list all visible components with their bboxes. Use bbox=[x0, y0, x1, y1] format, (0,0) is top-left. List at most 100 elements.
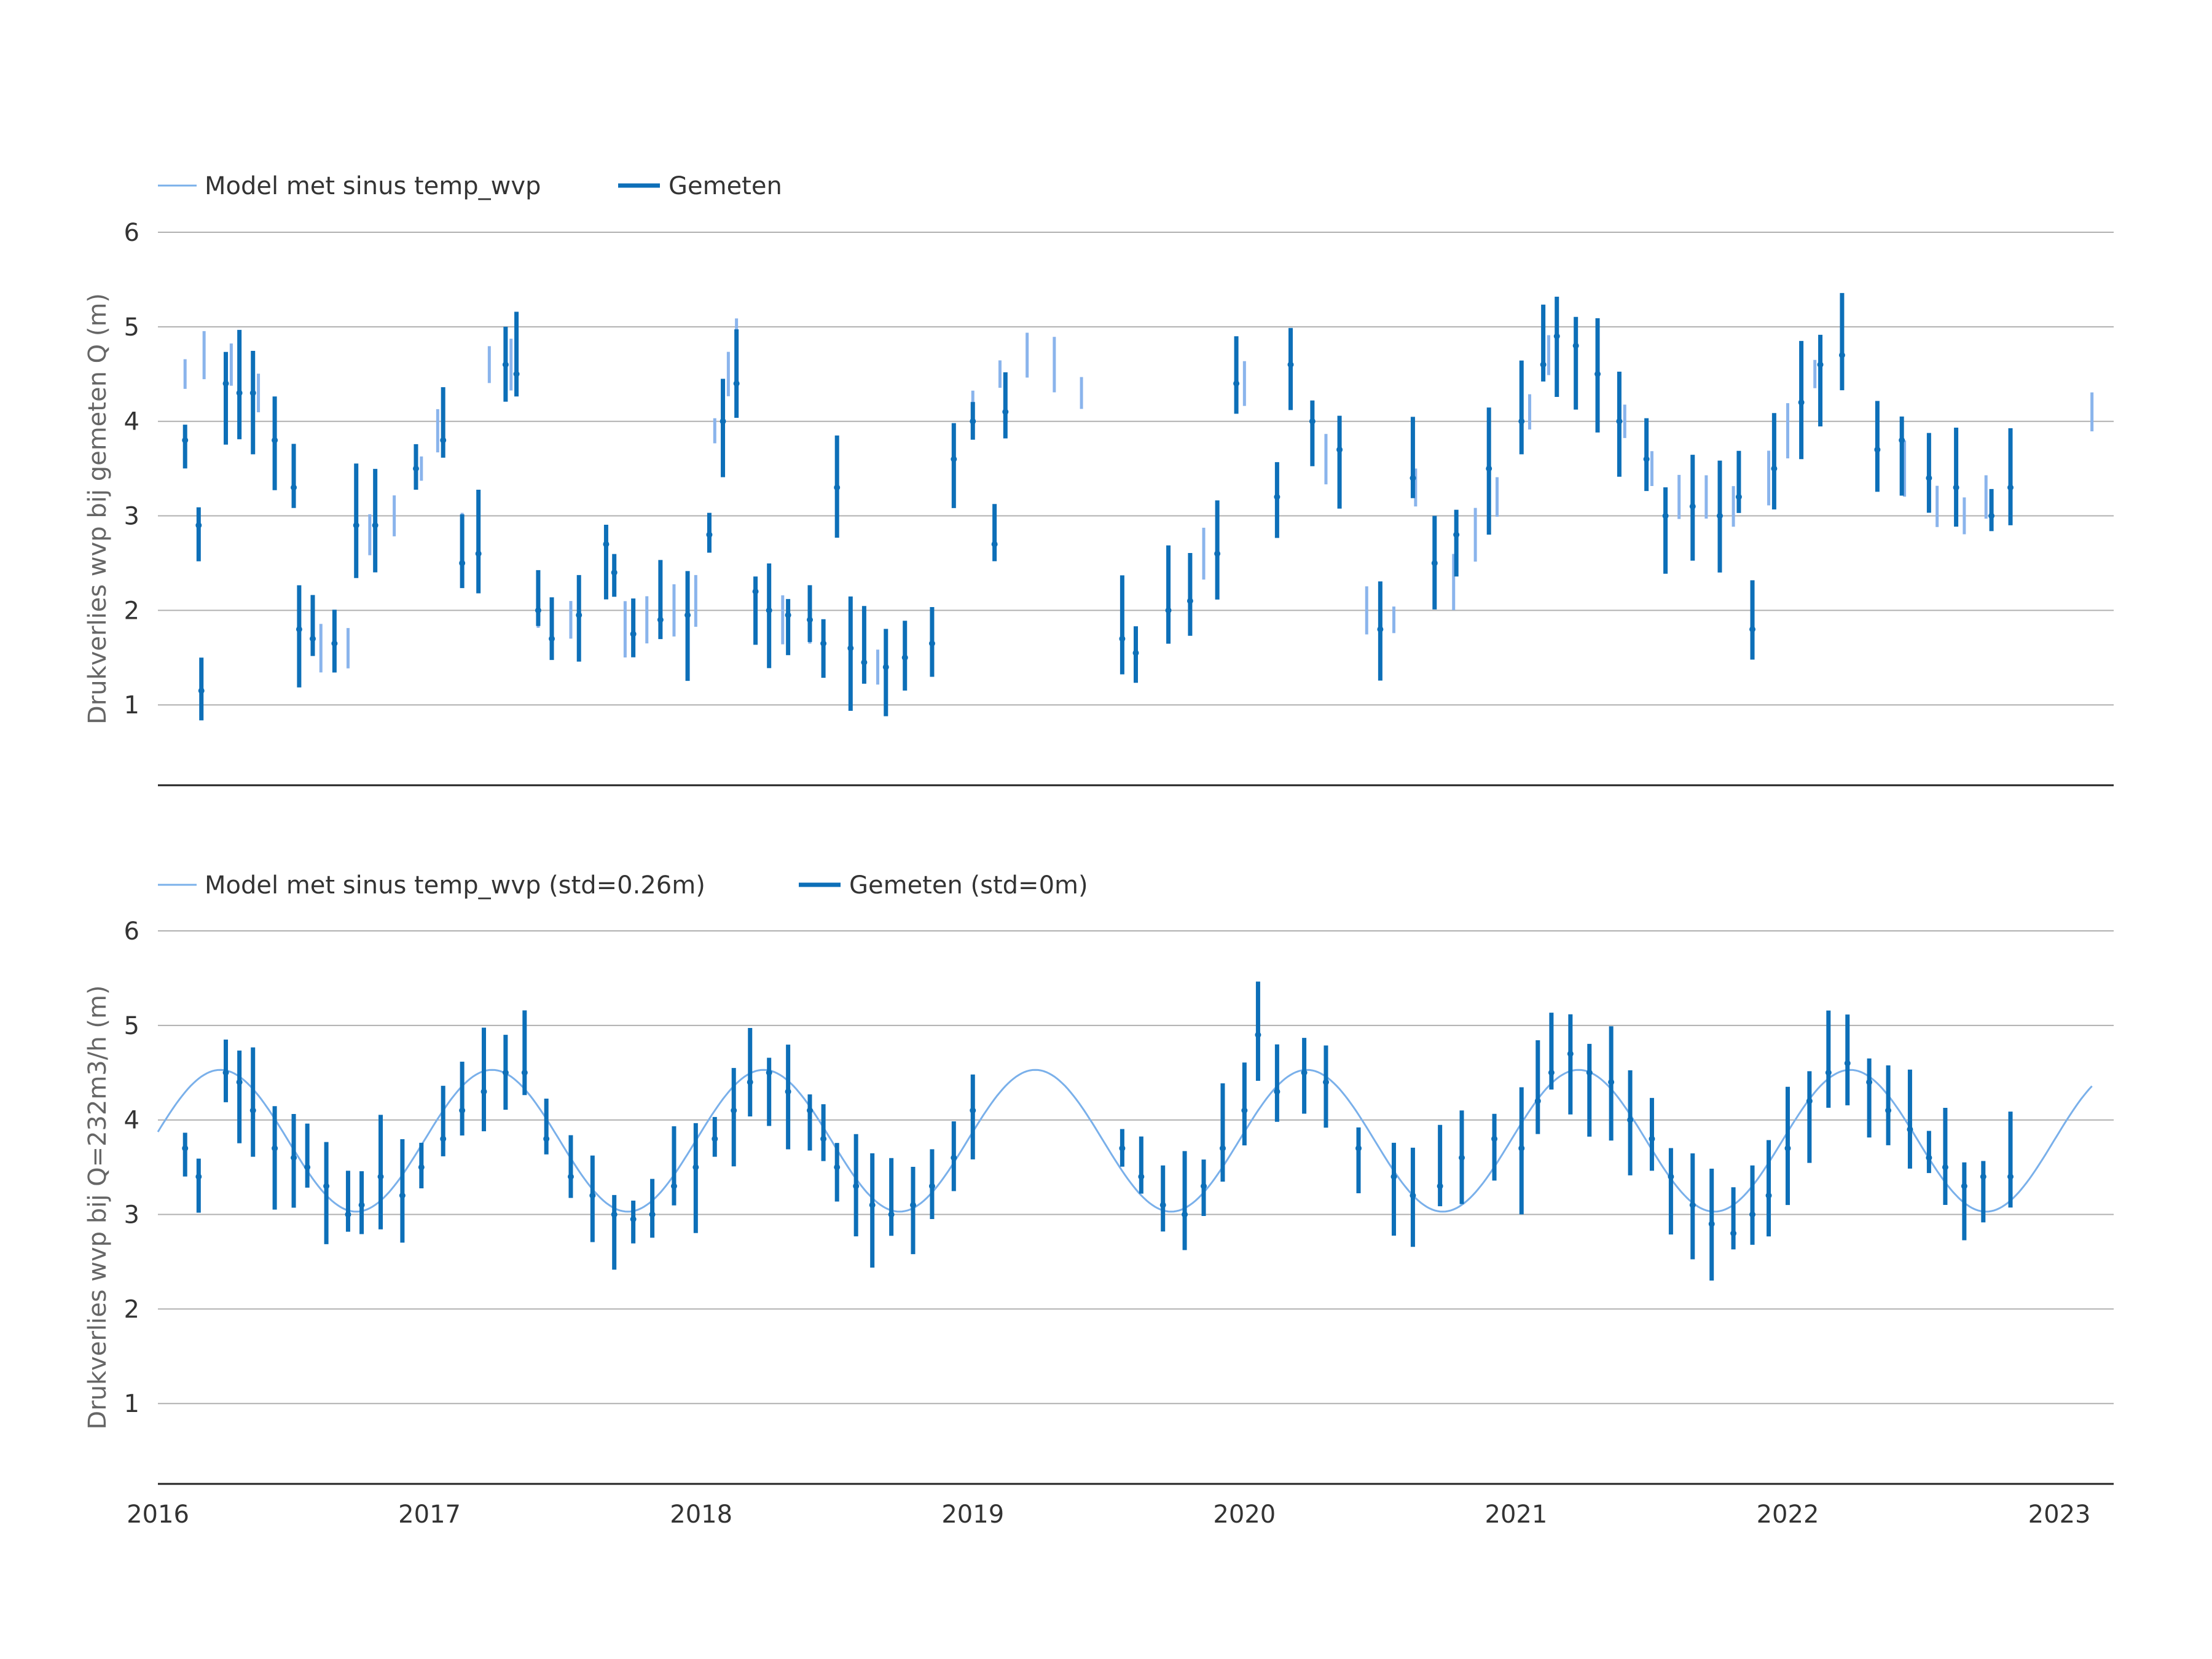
measured-point bbox=[692, 1164, 699, 1171]
measured-point bbox=[657, 616, 664, 623]
measured-point bbox=[1255, 1032, 1261, 1038]
measured-point bbox=[1336, 446, 1343, 453]
measured-point bbox=[882, 664, 889, 670]
x-tick-label: 2023 bbox=[2028, 1500, 2091, 1529]
x-tick-label: 2022 bbox=[1757, 1500, 1819, 1529]
measured-point bbox=[1586, 1069, 1593, 1076]
measured-point bbox=[2007, 1174, 2014, 1180]
measured-point bbox=[1301, 1069, 1308, 1076]
measured-point bbox=[720, 418, 726, 425]
legend-measured-label: Gemeten (std=0m) bbox=[849, 871, 1088, 900]
model-sinus-line bbox=[157, 1069, 2093, 1213]
measured-point bbox=[1567, 1051, 1574, 1057]
measured-point bbox=[1119, 1145, 1126, 1151]
measured-point bbox=[296, 626, 302, 633]
y-axis-label: Drukverlies wvp bij gemeten Q (m) bbox=[84, 293, 112, 724]
measured-point bbox=[1594, 371, 1601, 377]
measured-point bbox=[502, 361, 509, 368]
measured-point bbox=[807, 1107, 813, 1114]
measured-point bbox=[1899, 437, 1905, 444]
measured-point bbox=[1926, 1155, 1932, 1161]
x-tick-label: 2021 bbox=[1485, 1500, 1548, 1529]
y-tick-label: 1 bbox=[124, 691, 139, 720]
measured-point bbox=[1119, 635, 1126, 642]
measured-point bbox=[684, 612, 691, 619]
measured-point bbox=[1838, 352, 1845, 358]
measured-point bbox=[1274, 1088, 1281, 1095]
measured-point bbox=[1771, 465, 1778, 472]
y-tick-label: 6 bbox=[124, 917, 139, 946]
measured-point bbox=[1668, 1174, 1674, 1180]
measured-point bbox=[291, 1155, 297, 1161]
measured-point bbox=[785, 612, 791, 619]
measured-point bbox=[1287, 361, 1294, 368]
measured-point bbox=[459, 560, 466, 567]
measured-point bbox=[1553, 333, 1560, 340]
measured-point bbox=[869, 1202, 876, 1209]
measured-point bbox=[1410, 475, 1416, 481]
measured-point bbox=[731, 1107, 737, 1114]
legend-model-label: Model met sinus temp_wvp bbox=[205, 172, 541, 200]
measured-point bbox=[752, 588, 759, 595]
measured-point bbox=[807, 616, 813, 623]
y-axis-label: Drukverlies wvp bij Q=232m3/h (m) bbox=[84, 985, 112, 1429]
measured-point bbox=[1186, 598, 1193, 604]
measured-point bbox=[649, 1211, 656, 1218]
measured-point bbox=[1518, 1145, 1525, 1151]
measured-point bbox=[353, 522, 359, 528]
measured-point bbox=[222, 1069, 229, 1076]
measured-point bbox=[1784, 1145, 1791, 1151]
y-tick-label: 4 bbox=[124, 408, 139, 436]
x-tick-label: 2020 bbox=[1213, 1500, 1276, 1529]
measured-point bbox=[236, 390, 243, 396]
measured-point bbox=[928, 1183, 935, 1190]
measured-point bbox=[345, 1211, 351, 1218]
measured-point bbox=[1214, 551, 1221, 557]
measured-point bbox=[1942, 1164, 1948, 1171]
measured-point bbox=[475, 551, 482, 557]
measured-point bbox=[576, 612, 582, 619]
measured-point bbox=[521, 1069, 528, 1076]
measured-point bbox=[820, 640, 827, 647]
measured-point bbox=[358, 1202, 365, 1209]
measured-point bbox=[1708, 1220, 1715, 1227]
measured-point bbox=[1138, 1174, 1145, 1180]
y-tick-label: 4 bbox=[124, 1107, 139, 1135]
measured-point bbox=[785, 1088, 791, 1095]
measured-point bbox=[272, 1145, 278, 1151]
measured-point bbox=[502, 1069, 509, 1076]
measured-point bbox=[412, 465, 419, 472]
measured-point bbox=[766, 607, 772, 614]
measured-point bbox=[901, 654, 908, 661]
measured-point bbox=[1616, 418, 1623, 425]
measured-point bbox=[630, 1216, 637, 1223]
legend-model-label: Model met sinus temp_wvp (std=0.26m) bbox=[205, 871, 705, 900]
measured-point bbox=[195, 522, 202, 528]
measured-point bbox=[1844, 1060, 1851, 1067]
measured-point bbox=[198, 688, 205, 694]
measured-point bbox=[1572, 342, 1579, 349]
measured-point bbox=[236, 1079, 243, 1086]
measured-point bbox=[1534, 1097, 1541, 1104]
measured-point bbox=[1182, 1211, 1188, 1218]
x-tick-label: 2016 bbox=[127, 1500, 189, 1529]
measured-point bbox=[222, 380, 229, 387]
measured-point bbox=[1608, 1079, 1615, 1086]
measured-point bbox=[567, 1174, 574, 1180]
measured-point bbox=[1390, 1174, 1397, 1180]
measured-point bbox=[377, 1174, 384, 1180]
measured-point bbox=[480, 1088, 487, 1095]
measured-point bbox=[1885, 1107, 1892, 1114]
measured-point bbox=[589, 1192, 596, 1199]
measured-point bbox=[1548, 1069, 1555, 1076]
measured-point bbox=[951, 456, 957, 463]
measured-point bbox=[909, 1202, 916, 1209]
measured-point bbox=[1453, 531, 1460, 538]
x-tick-label: 2018 bbox=[670, 1500, 732, 1529]
measured-point bbox=[1219, 1145, 1226, 1151]
measured-point bbox=[1165, 607, 1172, 614]
measured-point bbox=[182, 437, 189, 444]
measured-point bbox=[1730, 1230, 1737, 1237]
measured-point bbox=[1735, 493, 1742, 500]
measured-point bbox=[1309, 418, 1316, 425]
